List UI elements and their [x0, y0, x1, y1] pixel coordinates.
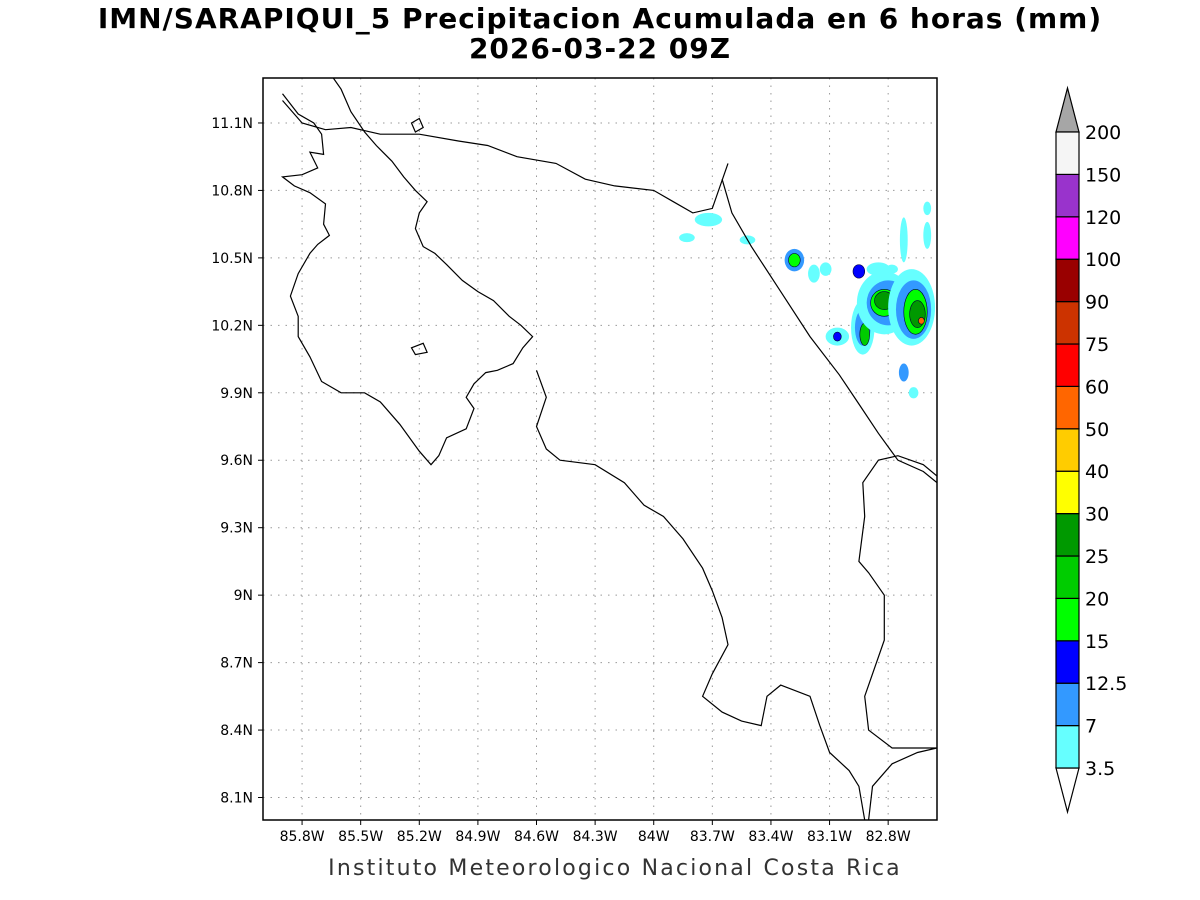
precip-cell — [866, 262, 891, 276]
lat-tick-label: 8.1N — [220, 791, 253, 807]
colorbar-segment — [1055, 216, 1080, 260]
coast-pacific-south-coast — [535, 370, 866, 820]
lat-tick-label: 11.1N — [211, 116, 253, 132]
map-frame — [262, 77, 938, 821]
colorbar-label: 3.5 — [1085, 758, 1115, 780]
lon-tick-label: 83.7W — [690, 829, 735, 845]
colorbar-label: 90 — [1085, 292, 1109, 314]
precip-cell — [898, 363, 909, 382]
lon-tick-label: 84W — [638, 829, 670, 845]
precip-cell — [679, 233, 695, 243]
lon-tick-label: 84.3W — [573, 829, 618, 845]
precip-cell — [808, 264, 820, 283]
chart-subtitle-datetime: 2026-03-22 09Z — [468, 32, 732, 65]
lat-tick-label: 10.8N — [211, 183, 253, 199]
coast-border-south — [858, 455, 937, 820]
colorbar-label: 12.5 — [1085, 673, 1127, 695]
lat-tick-label: 10.5N — [211, 251, 253, 267]
colorbar-segment — [1055, 597, 1080, 642]
colorbar-label: 20 — [1085, 588, 1109, 610]
lon-tick-label: 85.2W — [397, 829, 442, 845]
lat-tick-label: 9.6N — [220, 453, 253, 469]
colorbar-label: 120 — [1085, 207, 1121, 229]
coast-caribbean-coast — [721, 179, 937, 484]
lon-tick-label: 82.8W — [866, 829, 911, 845]
coastline-borders — [280, 78, 937, 820]
precip-cell — [918, 317, 925, 325]
lon-tick-label: 85.5W — [338, 829, 383, 845]
colorbar-segment — [1055, 131, 1080, 176]
precip-cell — [833, 331, 842, 342]
colorbar-segment — [1055, 724, 1080, 769]
island-outline — [410, 342, 428, 356]
colorbar-label: 30 — [1085, 504, 1109, 526]
colorbar-segment — [1055, 258, 1080, 303]
colorbar-label: 150 — [1085, 164, 1121, 186]
colorbar-segment — [1055, 512, 1080, 557]
colorbar-label: 15 — [1085, 631, 1109, 653]
colorbar-segment — [1055, 470, 1080, 515]
lat-tick-label: 10.2N — [211, 318, 253, 334]
colorbar-segment — [1055, 301, 1080, 345]
colorbar-label: 60 — [1085, 376, 1109, 398]
precip-cell — [923, 221, 932, 249]
precip-cell — [899, 217, 908, 263]
colorbar-segment — [1055, 385, 1080, 430]
colorbar-segment — [1055, 173, 1080, 218]
precip-cell — [923, 201, 932, 216]
precipitation-contours — [679, 201, 936, 399]
precip-cell — [886, 264, 898, 274]
chart-title: IMN/SARAPIQUI_5 Precipitacion Acumulada … — [97, 2, 1103, 35]
lon-tick-label: 83.4W — [748, 829, 793, 845]
colorbar-label: 75 — [1085, 334, 1109, 356]
lat-tick-label: 9.3N — [220, 521, 253, 537]
colorbar-label: 100 — [1085, 249, 1121, 271]
colorbar-segment — [1055, 682, 1080, 727]
axis-ticks: 85.8W 85.5W 85.2W 84.9W 84.6W 84.3W 84W 83.7W 83… — [211, 116, 910, 845]
colorbar-segment — [1055, 428, 1080, 472]
colorbar-segment — [1055, 343, 1080, 388]
colorbar-min-arrow — [1055, 767, 1080, 815]
lake-island-outline — [410, 117, 424, 133]
colorbar-label: 50 — [1085, 419, 1109, 441]
lon-tick-label: 84.9W — [455, 829, 500, 845]
colorbar-label: 7 — [1085, 716, 1097, 738]
lon-tick-label: 85.8W — [280, 829, 325, 845]
lon-tick-label: 83.1W — [807, 829, 852, 845]
precip-cell — [908, 387, 919, 399]
footer-credit: Instituto Meteorologico Nacional Costa R… — [328, 856, 902, 881]
coast-border-north — [282, 100, 729, 214]
lat-tick-label: 9N — [234, 588, 253, 604]
colorbar: 3.5 7 12.5 15 20 25 30 40 50 60 75 90 100 120 150 200 — [1055, 85, 1127, 815]
precip-cell — [852, 264, 866, 279]
coast-coastline — [280, 78, 534, 466]
grid-lines — [263, 78, 937, 820]
precip-cell — [694, 212, 723, 227]
lat-tick-label: 9.9N — [220, 386, 253, 402]
precip-cell — [819, 262, 832, 276]
lat-tick-label: 8.4N — [220, 723, 253, 739]
lon-tick-label: 84.6W — [514, 829, 559, 845]
colorbar-label: 200 — [1085, 122, 1121, 144]
colorbar-label: 40 — [1085, 461, 1109, 483]
colorbar-segment — [1055, 555, 1080, 600]
colorbar-label: 25 — [1085, 546, 1109, 568]
colorbar-max-arrow — [1055, 85, 1080, 133]
lat-tick-label: 8.7N — [220, 656, 253, 672]
precip-cell — [788, 253, 801, 268]
colorbar-segment — [1055, 640, 1080, 684]
